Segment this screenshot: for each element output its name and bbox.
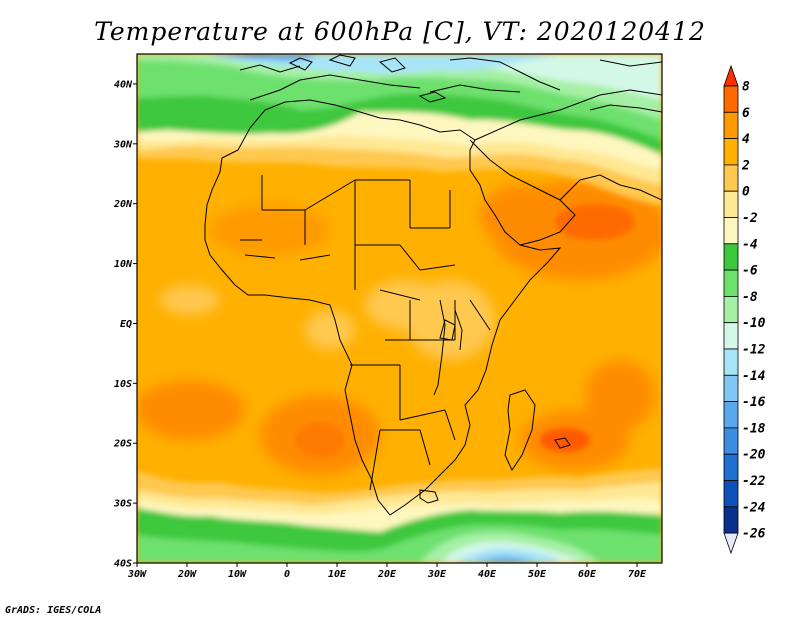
colorbar-label: 2 <box>741 158 750 173</box>
lon-tick-label: 70E <box>628 569 647 580</box>
colorbar-label: -18 <box>742 421 766 436</box>
colorbar-label: -8 <box>742 290 758 305</box>
colorbar-band <box>723 111 739 140</box>
lat-tick-label: 20S <box>113 439 132 450</box>
coastlines-borders <box>204 54 662 516</box>
map-title: Temperature at 600hPa [C], VT: 202012041… <box>94 17 706 46</box>
lon-tick-label: 0 <box>284 569 290 580</box>
colorbar-band <box>723 269 739 297</box>
lon-tick-label: 60E <box>578 569 597 580</box>
colorbar-band <box>723 374 739 402</box>
lon-tick-label: 10E <box>328 569 347 580</box>
lat-tick-label: 30S <box>113 499 132 510</box>
colorbar-label: -24 <box>742 500 766 515</box>
colorbar-band <box>723 453 739 481</box>
colorbar-band <box>723 322 739 350</box>
colorbar-label: 6 <box>742 106 750 121</box>
colorbar-band <box>723 480 739 508</box>
map-frame <box>136 53 663 564</box>
colorbar-band <box>723 243 739 271</box>
lat-tick-label: 10N <box>114 259 133 270</box>
colorbar-band <box>723 190 739 218</box>
colorbar-band <box>723 348 739 376</box>
lat-tick-label: 10S <box>114 379 132 390</box>
colorbar-label: -12 <box>742 343 766 358</box>
colorbar-label: 8 <box>742 80 750 95</box>
temperature-field <box>137 54 662 563</box>
colorbar-label: 4 <box>742 132 750 147</box>
lat-tick-label: EQ <box>120 319 132 330</box>
colorbar-label: -16 <box>742 395 766 410</box>
colorbar-band <box>723 427 739 455</box>
lon-tick-label: 10W <box>228 569 247 580</box>
colorbar-top-arrow <box>723 64 739 87</box>
lat-tick-label: 40S <box>114 559 132 570</box>
colorbar-label: -6 <box>742 264 758 279</box>
grads-credit: GrADS: IGES/COLA <box>5 605 101 616</box>
lon-tick-label: 50E <box>528 569 547 580</box>
colorbar-label: -20 <box>742 448 766 463</box>
colorbar-band <box>723 85 739 113</box>
colorbar-label: -22 <box>742 474 766 489</box>
colorbar: 8 6 4 2 0 -2 -4 -6 -8 -10 -12 -14 -16 -18 -20 -22 -24 -26 <box>723 64 766 555</box>
colorbar-label: -4 <box>742 237 758 252</box>
colorbar-band <box>723 506 739 534</box>
lon-tick-label: 30W <box>127 569 147 580</box>
longitude-axis: 30W 20W 10W 0 10E 20E 30E 40E 50E 60E 70E <box>127 563 647 580</box>
lat-tick-label: 40N <box>114 79 133 90</box>
lon-tick-label: 20W <box>177 569 197 580</box>
colorbar-bottom-arrow <box>723 532 739 555</box>
colorbar-label: -2 <box>742 211 758 226</box>
colorbar-band <box>723 217 739 245</box>
colorbar-label: -26 <box>742 527 766 542</box>
lon-tick-label: 40E <box>478 569 497 580</box>
lat-tick-label: 20N <box>113 199 133 210</box>
lon-tick-label: 30E <box>427 569 447 580</box>
colorbar-label: -10 <box>742 316 766 331</box>
colorbar-label: -14 <box>742 369 766 384</box>
latitude-axis: 40N 30N 20N 10N EQ 10S 20S 30S 40S <box>113 79 137 570</box>
colorbar-label: 0 <box>742 185 750 200</box>
lon-tick-label: 20E <box>377 569 397 580</box>
colorbar-band <box>723 401 739 429</box>
colorbar-band <box>723 164 739 192</box>
colorbar-band <box>723 138 739 166</box>
colorbar-band <box>723 295 739 324</box>
lat-tick-label: 30N <box>113 139 133 150</box>
